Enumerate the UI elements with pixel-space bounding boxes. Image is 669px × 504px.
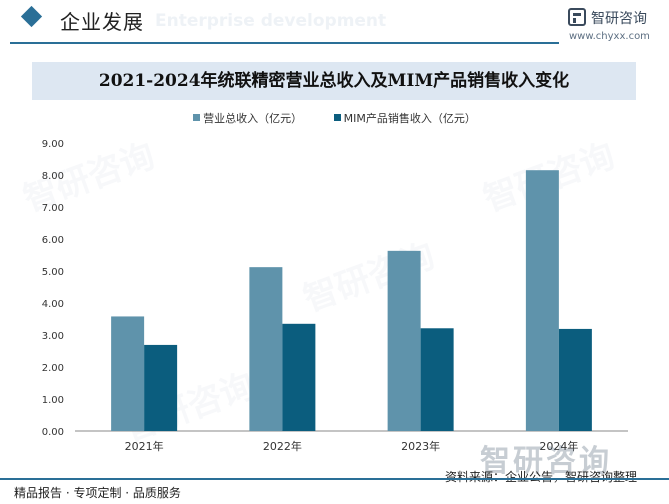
source-note: 资料来源：企业公告，智研咨询整理 bbox=[445, 470, 638, 484]
bar-total bbox=[111, 316, 145, 431]
footer-divider bbox=[0, 478, 669, 480]
legend-label-total: 营业总收入（亿元） bbox=[203, 112, 303, 125]
y-tick-label: 8.00 bbox=[42, 171, 64, 182]
title-band bbox=[32, 62, 636, 100]
y-tick-label: 5.00 bbox=[42, 267, 64, 278]
section-subtitle: Enterprise development bbox=[155, 11, 387, 31]
legend-swatch-mim bbox=[333, 114, 341, 121]
y-tick-label: 6.00 bbox=[42, 235, 64, 246]
bar-mim bbox=[558, 328, 592, 431]
x-tick-label: 2024年 bbox=[539, 439, 578, 453]
x-tick-label: 2023年 bbox=[401, 439, 440, 453]
y-tick-label: 7.00 bbox=[42, 203, 64, 214]
y-tick-label: 9.00 bbox=[42, 139, 64, 150]
legend-swatch-total bbox=[193, 114, 201, 121]
brand-name: 智研咨询 bbox=[591, 11, 647, 27]
header-divider bbox=[10, 42, 559, 44]
brand-url: www.chyxx.com bbox=[569, 31, 650, 42]
bar-mim bbox=[144, 344, 178, 431]
section-title: 企业发展 bbox=[60, 10, 144, 34]
y-tick-label: 1.00 bbox=[42, 395, 64, 406]
bar-total bbox=[387, 250, 421, 431]
footer-tagline: 精品报告 · 专项定制 · 品质服务 bbox=[14, 486, 181, 500]
legend: 营业总收入（亿元） MIM产品销售收入（亿元） bbox=[0, 110, 669, 126]
y-tick-label: 2.00 bbox=[42, 363, 64, 374]
legend-label-mim: MIM产品销售收入（亿元） bbox=[343, 112, 476, 125]
legend-item-mim: MIM产品销售收入（亿元） bbox=[333, 110, 476, 126]
footer-watermark-logo-text: 智研咨询 bbox=[480, 444, 612, 479]
bar-total bbox=[525, 170, 559, 431]
chart-title: 2021-2024年统联精密营业总收入及MIM产品销售收入变化 bbox=[98, 71, 570, 91]
y-tick-label: 3.00 bbox=[42, 331, 64, 342]
bar-total bbox=[249, 267, 283, 431]
chyxx-logo-icon bbox=[568, 8, 586, 26]
bar-mim bbox=[282, 323, 316, 431]
bar-mim bbox=[420, 328, 454, 431]
y-tick-label: 4.00 bbox=[42, 299, 64, 310]
legend-item-total: 营业总收入（亿元） bbox=[193, 110, 302, 126]
x-tick-label: 2021年 bbox=[125, 439, 164, 453]
x-tick-label: 2022年 bbox=[263, 439, 302, 453]
y-tick-label: 0.00 bbox=[42, 427, 64, 438]
